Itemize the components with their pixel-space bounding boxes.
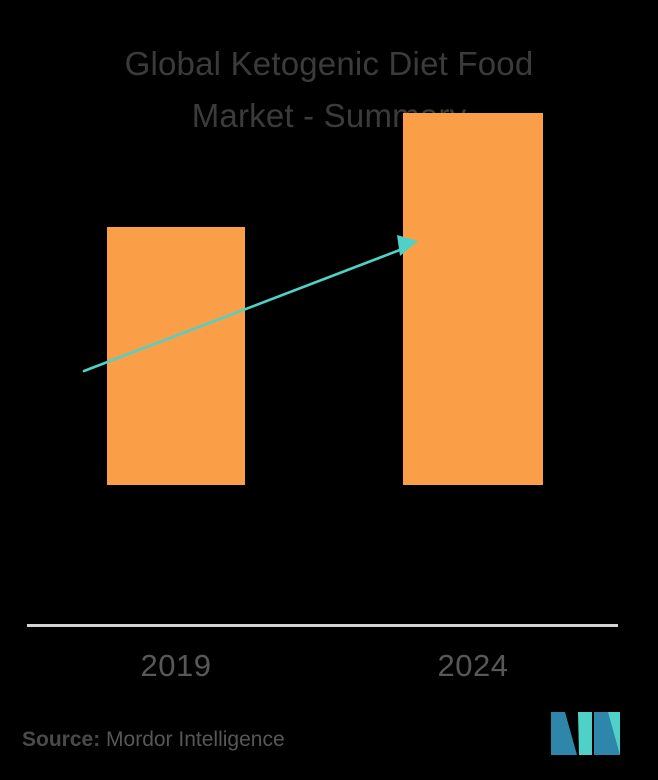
bar-2024 bbox=[403, 113, 543, 485]
source-label: Source: bbox=[22, 728, 101, 751]
bar-2019 bbox=[107, 227, 245, 485]
source-value: Mordor Intelligence bbox=[106, 728, 285, 751]
plot-area bbox=[27, 113, 618, 627]
x-axis-line bbox=[27, 624, 618, 627]
growth-trend-arrow-icon bbox=[82, 235, 418, 373]
chart-title-line-1: Global Ketogenic Diet Food bbox=[124, 45, 534, 82]
x-tick-label-2019: 2019 bbox=[140, 648, 212, 683]
x-tick-label-2024: 2024 bbox=[437, 648, 509, 683]
chart-footer: Source: Mordor Intelligence bbox=[0, 714, 658, 780]
mordor-intelligence-logo-icon bbox=[551, 712, 620, 755]
source-attribution: Source: Mordor Intelligence bbox=[22, 728, 285, 752]
